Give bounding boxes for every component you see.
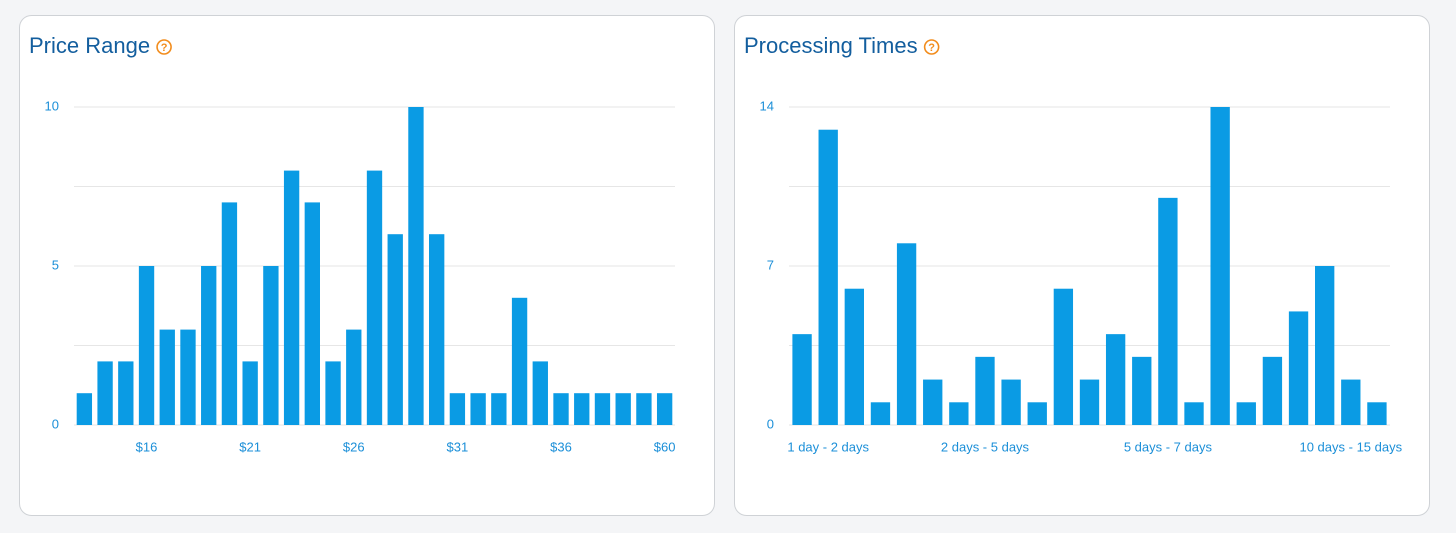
bar: [470, 393, 486, 425]
bar: [387, 234, 403, 425]
chart-title: Price Range: [29, 33, 150, 58]
bar: [594, 393, 611, 425]
x-tick-label: 5 days - 7 days: [1124, 439, 1213, 454]
x-tick-label: $36: [550, 439, 572, 454]
bar: [283, 170, 300, 425]
bar: [1184, 402, 1204, 425]
x-tick-label: 10 days - 15 days: [1299, 439, 1402, 454]
bar: [263, 266, 279, 425]
bar: [792, 334, 812, 425]
help-icon-glyph: ?: [928, 42, 935, 54]
y-tick-label: 14: [760, 98, 774, 113]
bar: [366, 170, 383, 425]
bar: [1105, 334, 1126, 425]
bar: [949, 402, 969, 425]
bar: [118, 361, 134, 425]
bar: [1367, 402, 1387, 425]
bar: [408, 107, 424, 425]
y-tick-label: 0: [767, 416, 774, 431]
y-tick-label: 5: [52, 257, 59, 272]
bar: [1288, 311, 1309, 425]
y-tick-label: 7: [767, 257, 774, 272]
bar: [1027, 402, 1047, 425]
x-tick-label: $26: [343, 439, 365, 454]
bar: [491, 393, 507, 425]
bar: [870, 402, 891, 425]
bar: [346, 329, 362, 425]
bar: [304, 202, 320, 425]
bar: [896, 243, 917, 425]
bar: [242, 361, 258, 425]
bar: [1001, 379, 1021, 425]
bar: [1132, 356, 1152, 425]
help-icon[interactable]: [923, 39, 940, 55]
bar: [76, 393, 93, 425]
x-tick-label: 1 day - 2 days: [787, 439, 869, 454]
bar: [1236, 402, 1256, 425]
bar: [923, 379, 943, 425]
help-icon-glyph: ?: [161, 42, 168, 54]
bar: [574, 393, 590, 425]
bar: [844, 288, 864, 425]
bar: [636, 393, 652, 425]
help-icon[interactable]: [156, 39, 172, 55]
bar: [532, 361, 548, 425]
bar: [159, 329, 175, 425]
x-tick-label: 2 days - 5 days: [941, 439, 1030, 454]
y-tick-label: 0: [52, 416, 59, 431]
x-tick-label: $21: [239, 439, 261, 454]
bar: [656, 393, 673, 425]
x-tick-label: $31: [447, 439, 469, 454]
y-tick-label: 10: [45, 98, 59, 113]
bar: [1053, 288, 1074, 425]
bar: [975, 356, 995, 425]
bar: [325, 361, 341, 425]
bar: [138, 266, 155, 425]
bar: [1341, 379, 1361, 425]
bar: [1210, 107, 1230, 425]
x-tick-label: $60: [654, 439, 676, 454]
bar: [429, 234, 445, 425]
bar: [553, 393, 569, 425]
bar: [221, 202, 238, 425]
x-tick-label: $16: [136, 439, 158, 454]
chart-title: Processing Times: [744, 33, 918, 58]
bar: [180, 329, 196, 425]
bar: [511, 297, 528, 425]
bar: [449, 393, 466, 425]
bar: [615, 393, 631, 425]
bar: [201, 266, 217, 425]
bar: [1315, 266, 1335, 425]
bar: [1079, 379, 1100, 425]
bar: [1262, 356, 1283, 425]
bar: [97, 361, 113, 425]
bar: [1158, 197, 1178, 425]
bar: [818, 129, 838, 425]
